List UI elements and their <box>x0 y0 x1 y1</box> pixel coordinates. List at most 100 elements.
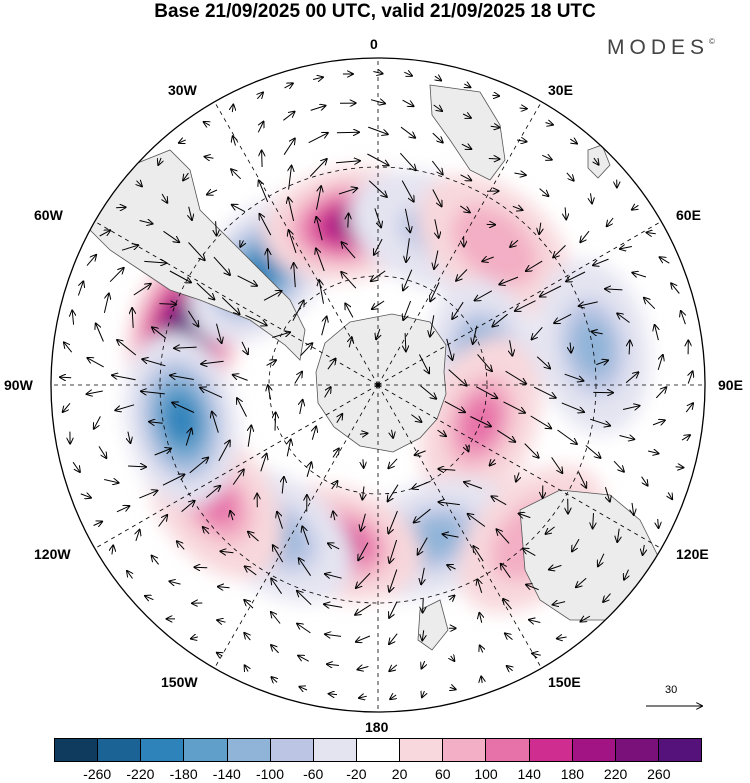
wind-arrow <box>337 414 343 423</box>
lon-label-90w: 90W <box>4 377 33 393</box>
lon-label-60e: 60E <box>676 207 701 223</box>
wind-arrow <box>356 635 371 642</box>
colorbar-tick-label: -100 <box>255 766 285 782</box>
meridian-line <box>214 101 379 386</box>
wind-arrow <box>401 180 414 202</box>
wind-arrow <box>519 108 527 109</box>
wind-arrow <box>162 193 167 203</box>
wind-arrow <box>245 566 257 576</box>
wind-arrow <box>468 514 486 527</box>
wind-arrow <box>551 457 563 473</box>
wind-arrow <box>359 433 368 434</box>
lon-label-30w: 30W <box>168 82 197 98</box>
wind-arrow <box>644 298 656 310</box>
wind-arrow <box>273 545 284 563</box>
wind-arrow <box>302 526 310 545</box>
wind-arrow <box>232 105 233 113</box>
wind-arrow <box>133 284 151 296</box>
map-boundary-circle <box>50 57 706 713</box>
colorbar-tick-label: 140 <box>517 766 541 782</box>
wind-arrow <box>368 126 388 134</box>
wind-arrow <box>530 415 552 428</box>
wind-arrow <box>460 174 472 181</box>
colorbar-segment <box>400 739 444 761</box>
wind-arrow <box>309 159 327 177</box>
colorbar-tick-label: -20 <box>346 766 367 782</box>
anomaly-contour <box>451 205 538 286</box>
wind-arrow <box>282 477 284 494</box>
wind-arrow <box>434 250 438 269</box>
wind-arrow <box>475 290 493 301</box>
wind-arrow <box>370 100 385 104</box>
wind-arrow <box>329 694 338 695</box>
wind-arrow <box>462 114 471 118</box>
wind-arrow <box>404 72 412 76</box>
wind-arrow <box>207 190 218 195</box>
wind-arrow <box>620 247 632 249</box>
wind-arrow <box>580 230 590 242</box>
wind-arrow <box>141 391 165 394</box>
colorbar-tick-label: 220 <box>603 766 628 782</box>
wind-arrow <box>566 172 574 181</box>
wind-arrow <box>590 418 610 426</box>
wind-arrow <box>422 630 423 640</box>
colorbar-segment <box>270 739 314 761</box>
wind-arrow <box>109 268 124 283</box>
wind-arrow <box>169 270 191 283</box>
wind-arrow <box>557 637 567 639</box>
wind-arrow <box>310 106 326 111</box>
wind-arrow <box>460 205 470 213</box>
wind-arrow <box>592 332 603 334</box>
wind-arrow <box>233 375 248 381</box>
wind-arrow <box>591 193 593 203</box>
wind-arrow <box>629 341 630 355</box>
wind-arrow <box>557 429 577 444</box>
wind-arrow <box>237 398 247 417</box>
wind-arrow <box>536 356 550 369</box>
colorbar-tick-label: 180 <box>560 766 585 782</box>
wind-arrow <box>477 354 492 371</box>
wind-arrow <box>566 271 586 281</box>
wind-arrow <box>87 391 103 394</box>
wind-arrow <box>272 332 290 338</box>
wind-arrow <box>581 616 591 621</box>
wind-arrow <box>622 406 639 410</box>
wind-arrow <box>402 99 414 106</box>
wind-arrow <box>325 634 342 636</box>
wind-arrow <box>439 502 460 505</box>
wind-arrow <box>217 653 223 656</box>
wind-arrow <box>461 144 472 149</box>
wind-arrow <box>519 514 531 518</box>
wind-arrow <box>324 604 343 607</box>
colorbar-tick-label: -180 <box>169 766 198 782</box>
wind-arrow <box>345 304 354 318</box>
wind-arrow <box>443 534 459 537</box>
colorbar-segment <box>184 739 228 761</box>
wind-arrow <box>194 567 208 568</box>
wind-arrow <box>431 160 442 175</box>
wind-arrow <box>570 139 577 144</box>
wind-arrow <box>361 513 366 531</box>
wind-arrow <box>576 577 587 587</box>
wind-arrow <box>491 496 507 506</box>
wind-arrow <box>510 239 519 247</box>
wind-arrow <box>514 173 525 175</box>
wind-arrow <box>292 301 304 321</box>
wind-arrow <box>136 530 140 542</box>
wind-arrow <box>481 677 482 684</box>
wind-arrow <box>422 660 425 668</box>
wind-arrow <box>144 261 166 263</box>
wind-arrow <box>359 696 367 698</box>
wind-arrow <box>220 551 234 553</box>
wind-arrow <box>244 600 254 609</box>
copyright-mark: © <box>709 37 715 46</box>
wind-arrow <box>237 275 258 286</box>
wind-arrow <box>389 569 398 592</box>
wind-arrow <box>158 515 168 527</box>
wind-arrow <box>446 338 453 360</box>
wind-arrow <box>316 217 323 241</box>
wind-arrow <box>258 122 263 133</box>
wind-arrow <box>374 238 383 255</box>
wind-arrow <box>578 471 587 488</box>
wind-arrow <box>179 140 186 143</box>
